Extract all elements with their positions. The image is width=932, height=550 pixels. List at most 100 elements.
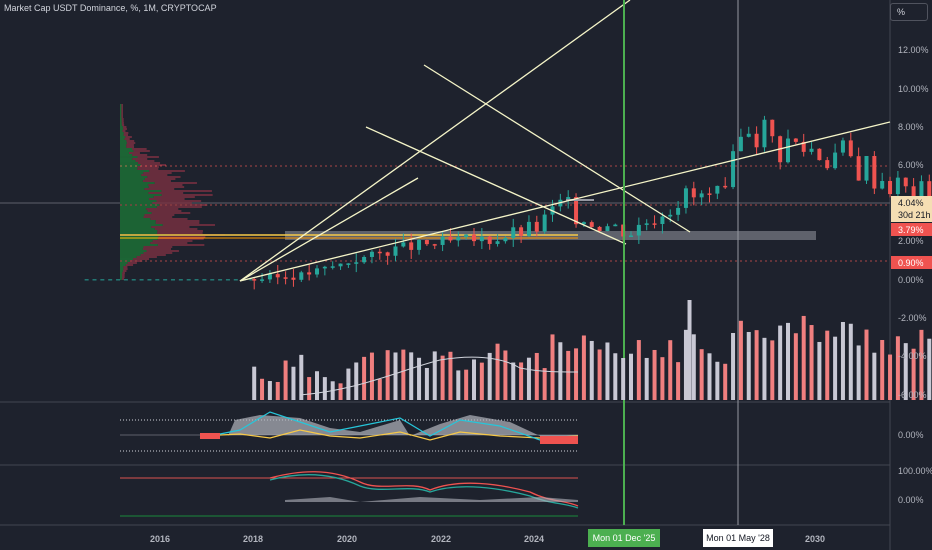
candle (636, 224, 641, 236)
price-axis-tick: 12.00% (898, 45, 929, 55)
volume-bar (479, 362, 484, 400)
candle (888, 180, 893, 195)
volume-bar (260, 378, 265, 400)
price-axis-tick: 10.00% (898, 84, 929, 94)
volume-bar (636, 340, 641, 400)
candle (589, 222, 594, 227)
candle (440, 236, 445, 245)
candle (668, 214, 673, 217)
volume-bar (919, 329, 924, 400)
volume-bar (895, 336, 900, 400)
candle (927, 181, 932, 204)
candle (487, 236, 492, 244)
candle (330, 266, 335, 268)
volume-bar (495, 343, 500, 400)
level-badge-low (891, 256, 932, 269)
falling-channel-lower (365, 126, 627, 245)
osc2-line (269, 471, 579, 507)
candle (291, 277, 296, 280)
candle (707, 193, 712, 195)
volume-bar (809, 325, 814, 400)
time-axis-tick: 2024 (524, 534, 544, 544)
volume-bar (299, 354, 304, 400)
price-axis-tick: 0.00% (898, 275, 924, 285)
volume-bar (448, 351, 453, 400)
volume-bar (456, 370, 461, 400)
osc-histogram (200, 433, 220, 439)
candle (762, 119, 767, 148)
volume-bar (738, 320, 743, 400)
osc2-signal-line (269, 473, 579, 509)
candle (362, 256, 367, 263)
unit-selector[interactable]: % (890, 3, 928, 21)
candle (754, 133, 759, 148)
volume-bar (660, 357, 665, 400)
volume-bar (440, 355, 445, 400)
candle (448, 236, 453, 241)
volume-bar (903, 343, 908, 400)
candle (299, 272, 304, 280)
volume-bar (581, 335, 586, 400)
candle (519, 227, 524, 236)
level-value-low: 0.90% (898, 258, 924, 268)
volume-bars (252, 300, 932, 400)
candle (629, 235, 633, 237)
volume-bar (472, 359, 476, 400)
volume-bar (707, 353, 712, 400)
volume-bar (558, 342, 563, 400)
candle (660, 216, 665, 224)
volume-bar (872, 352, 877, 400)
candle (275, 274, 280, 278)
time-axis-tick: 2016 (150, 534, 170, 544)
volume-bar (911, 348, 916, 400)
candle (825, 160, 830, 169)
candle (354, 262, 359, 264)
volume-bar (401, 349, 406, 400)
candle (833, 152, 838, 169)
candle (464, 234, 469, 238)
volume-bar (668, 340, 673, 400)
candle (856, 156, 861, 181)
candle (880, 180, 885, 189)
volume-bar (338, 383, 343, 400)
volume-bar (691, 334, 696, 400)
candle (817, 148, 822, 161)
candle (738, 136, 743, 152)
volume-bar (566, 350, 571, 400)
volume-bar (424, 367, 429, 400)
candle (644, 223, 649, 225)
price-axis-tick: 6.00% (898, 160, 924, 170)
volume-bar (864, 329, 869, 400)
candle (864, 156, 869, 181)
candle (723, 185, 728, 188)
volume-bar (856, 345, 861, 400)
volume-ma-line (299, 356, 579, 396)
falling-channel-upper (423, 64, 691, 233)
volume-bar (888, 354, 893, 400)
candle (801, 141, 806, 152)
candle (315, 268, 319, 275)
trend-lines (239, 0, 891, 282)
volume-bar (503, 350, 508, 400)
volume-bar (597, 349, 602, 400)
volume-bar (793, 333, 798, 400)
white-date-badge (703, 529, 773, 547)
price-axis-tick: -6.00% (898, 390, 927, 400)
candle (417, 240, 422, 250)
candle (432, 244, 437, 246)
candle (919, 181, 924, 204)
candle (770, 119, 775, 137)
candle (542, 214, 547, 232)
volume-bar (315, 371, 319, 400)
candle (840, 140, 845, 153)
current-price-badge (891, 196, 932, 222)
green-date-label: Mon 01 Dec '25 (593, 533, 656, 543)
osc-main-line (199, 411, 579, 443)
volume-bar (613, 353, 618, 400)
candle (534, 221, 539, 232)
candle (613, 224, 618, 227)
volume-bar (574, 348, 579, 400)
white-date-label: Mon 01 May '28 (706, 533, 770, 543)
volume-bar (417, 357, 422, 400)
